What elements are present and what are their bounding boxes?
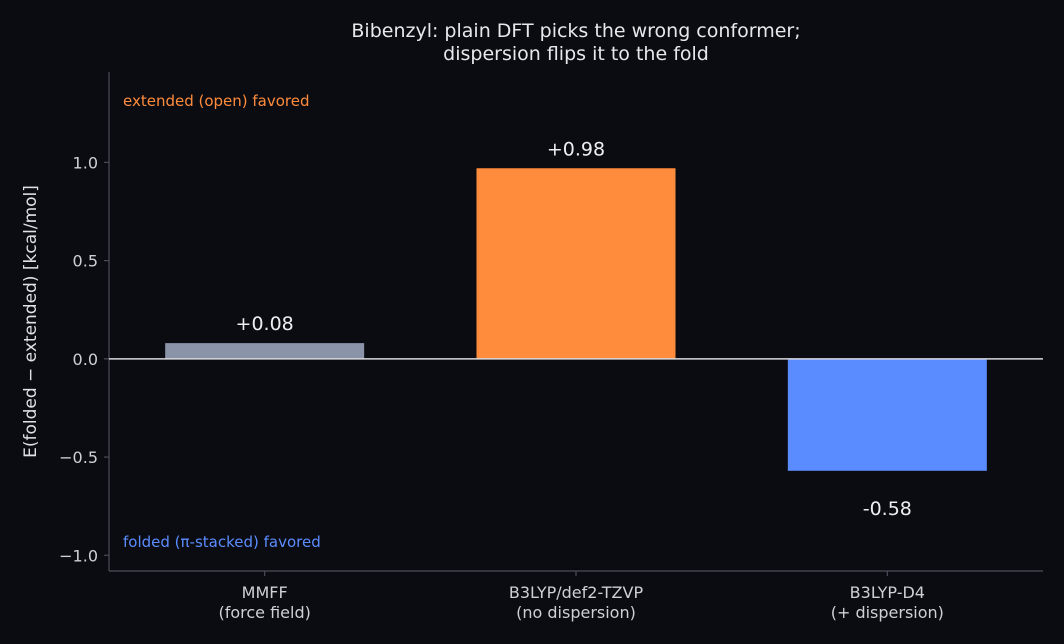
x-tick-label: B3LYP-D4: [850, 583, 925, 602]
annotation-extended-favored: extended (open) favored: [123, 92, 310, 110]
bar-value-label-3: -0.58: [863, 498, 912, 520]
x-tick-label: MMFF: [242, 583, 288, 602]
bar-value-label-2: +0.98: [547, 138, 605, 160]
bars: [109, 168, 1043, 471]
chart-title: Bibenzyl: plain DFT picks the wrong conf…: [351, 20, 800, 65]
y-tick-label: −1.0: [59, 546, 98, 565]
x-tick-label: B3LYP/def2-TZVP: [509, 583, 644, 602]
bar-2: [476, 168, 676, 359]
bar-1: [165, 343, 365, 359]
x-tick-label: (+ dispersion): [831, 603, 944, 622]
y-tick-label: 0.5: [73, 252, 98, 271]
x-tick-label: (no dispersion): [516, 603, 636, 622]
y-tick-label: −0.5: [59, 448, 98, 467]
annotation-folded-favored: folded (π-stacked) favored: [123, 533, 321, 551]
annotations: extended (open) favored folded (π-stacked…: [123, 92, 321, 551]
chart-title-line-1: Bibenzyl: plain DFT picks the wrong conf…: [351, 20, 800, 42]
axes: −1.0 −0.5 0.0 0.5 1.0 E(folded − extended) [k…: [21, 72, 1043, 622]
y-tick-label: 1.0: [73, 153, 98, 172]
x-tick-label: (force field): [218, 603, 310, 622]
bar-3: [787, 358, 987, 471]
y-tick-label: 0.0: [73, 350, 98, 369]
y-axis-label: E(folded − extended) [kcal/mol]: [21, 185, 41, 458]
value-labels: +0.08 +0.98 -0.58: [236, 138, 912, 520]
chart-title-line-2: dispersion flips it to the fold: [443, 43, 709, 65]
bar-value-label-1: +0.08: [236, 313, 294, 335]
